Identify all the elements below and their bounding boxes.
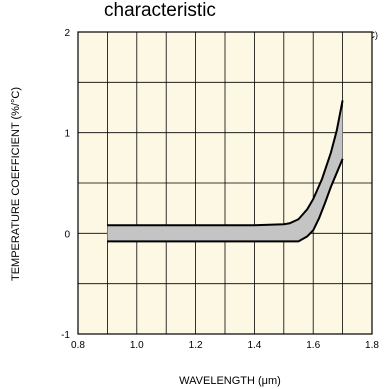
y-axis-label: TEMPERATURE COEFFICIENT (%/°C) xyxy=(10,87,22,281)
x-axis-label: WAVELENGTH (μm) xyxy=(179,375,281,387)
series-line-lower xyxy=(107,158,344,243)
x-tick-label: 1.0 xyxy=(130,340,144,351)
y-tick-label: 1 xyxy=(64,129,70,140)
x-tick-label: 1.6 xyxy=(306,340,320,351)
series-line-upper xyxy=(107,100,344,227)
x-tick-label: 1.8 xyxy=(365,340,379,351)
y-tick-label: 0 xyxy=(64,229,70,240)
plot-area: 0.8 1.0 1.2 1.4 1.6 1.8 -1 0 1 2 xyxy=(61,28,379,351)
x-tick-label: 0.8 xyxy=(71,340,85,351)
y-tick-label: 2 xyxy=(64,28,70,39)
plot-frame xyxy=(77,31,373,335)
x-tick-label: 1.4 xyxy=(247,340,261,351)
y-tick-label: -1 xyxy=(61,330,70,341)
x-tick-label: 1.2 xyxy=(189,340,203,351)
chart-title: characteristic xyxy=(104,0,216,21)
coefficient-band xyxy=(107,100,343,242)
